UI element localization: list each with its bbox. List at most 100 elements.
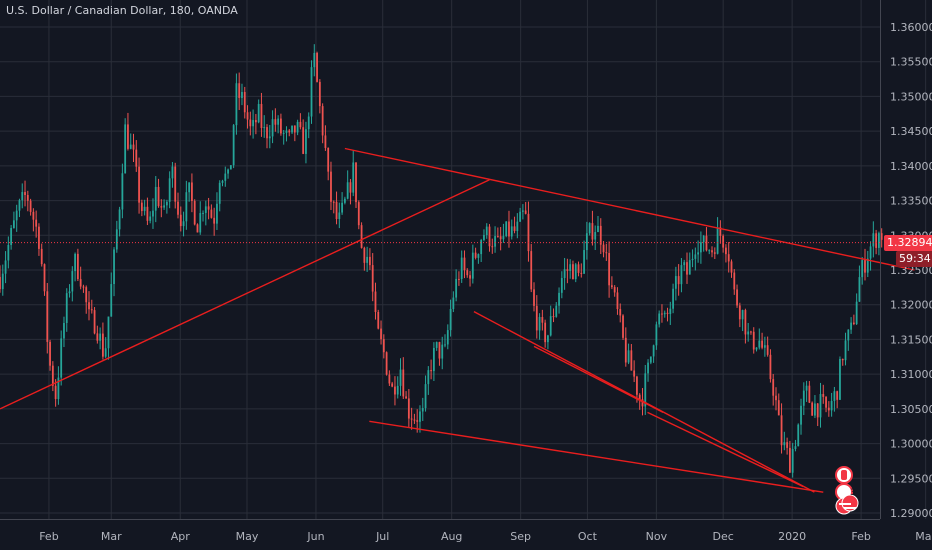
candle — [688, 252, 691, 275]
candle — [630, 344, 633, 371]
candle — [346, 170, 349, 200]
price-axis[interactable]: 1.36000 1.35500 1.35000 1.34500 1.34000 1.335… — [890, 21, 932, 520]
candle — [127, 112, 129, 151]
price-tick-label: 1.31000 — [890, 368, 932, 381]
candle — [683, 259, 686, 272]
candle — [282, 129, 285, 145]
candle — [499, 227, 502, 251]
time-tick-label: Feb — [851, 530, 870, 543]
candle — [243, 86, 246, 119]
candle — [154, 176, 157, 223]
time-axis[interactable]: Feb Mar Apr May Jun Jul Aug Sep Oct Nov Dec 2020 Feb… — [39, 530, 932, 543]
trendline-drawings[interactable] — [0, 147, 915, 493]
candle — [694, 247, 697, 271]
candle — [143, 199, 146, 216]
candle — [674, 266, 677, 301]
time-tick-label: Aug — [441, 530, 462, 543]
candle — [830, 392, 833, 417]
candle — [1, 264, 4, 296]
candle — [360, 222, 363, 249]
candle — [563, 257, 566, 290]
candle — [419, 405, 421, 433]
candle — [619, 303, 622, 323]
candle — [508, 210, 510, 248]
time-tick-label: 2020 — [778, 530, 806, 543]
candle — [424, 375, 427, 412]
earnings-flag-icon[interactable] — [828, 463, 868, 521]
candle — [35, 210, 38, 238]
candle — [152, 198, 154, 229]
candle — [477, 253, 480, 264]
candle — [57, 366, 60, 405]
candle — [585, 221, 588, 260]
trendline[interactable] — [369, 420, 824, 493]
candle — [741, 309, 744, 332]
trendline[interactable] — [533, 345, 664, 413]
candle — [38, 223, 40, 256]
candle — [864, 248, 866, 281]
candle — [146, 197, 149, 226]
candle — [366, 246, 369, 272]
candle — [285, 126, 288, 142]
candle — [449, 299, 452, 337]
candle — [583, 240, 585, 274]
candle — [257, 99, 260, 124]
candle — [738, 302, 741, 328]
candle — [713, 247, 716, 260]
candle — [572, 260, 574, 280]
candle — [786, 437, 789, 455]
candle — [313, 44, 316, 77]
candle — [4, 251, 7, 284]
candle — [232, 124, 235, 169]
candle — [407, 389, 410, 428]
candle — [280, 113, 282, 136]
candle — [549, 305, 552, 337]
candle — [652, 344, 655, 363]
price-tick-label: 1.32000 — [890, 299, 932, 312]
candle — [836, 390, 839, 409]
candle — [388, 370, 391, 386]
candle — [491, 238, 494, 254]
price-tick-label: 1.33500 — [890, 195, 932, 208]
candle — [291, 125, 293, 135]
candle — [266, 124, 268, 149]
trendline[interactable] — [647, 411, 804, 488]
candle — [588, 222, 591, 236]
candle — [533, 282, 535, 312]
candle — [452, 291, 455, 313]
candle — [719, 220, 722, 244]
candle — [833, 386, 836, 412]
candle — [705, 227, 708, 252]
trendline[interactable] — [0, 179, 490, 410]
candle — [649, 356, 652, 365]
candle — [852, 314, 855, 326]
candle — [179, 206, 182, 232]
candle — [96, 325, 99, 344]
candle — [866, 250, 869, 278]
last-price-label: 1.32894 — [884, 234, 932, 251]
candle — [524, 201, 527, 215]
candle — [761, 332, 763, 350]
candle — [391, 381, 394, 388]
trendline[interactable] — [344, 147, 915, 271]
candle — [841, 358, 844, 366]
symbol-title[interactable]: U.S. Dollar / Canadian Dollar, 180, OAND… — [6, 4, 238, 17]
candle — [594, 225, 597, 250]
candle — [566, 258, 569, 284]
events-markers[interactable]: 3 — [828, 463, 868, 521]
candle — [85, 285, 88, 314]
candle — [254, 113, 257, 135]
candle — [349, 179, 352, 205]
candle — [716, 217, 719, 255]
candle — [26, 190, 29, 212]
candle — [235, 73, 238, 135]
candle — [819, 382, 822, 428]
candle — [249, 111, 252, 136]
candle — [63, 316, 65, 348]
candle — [474, 247, 477, 260]
price-tick-label: 1.30500 — [890, 403, 932, 416]
candle — [382, 334, 385, 359]
candle — [288, 129, 291, 137]
candle — [847, 329, 850, 351]
